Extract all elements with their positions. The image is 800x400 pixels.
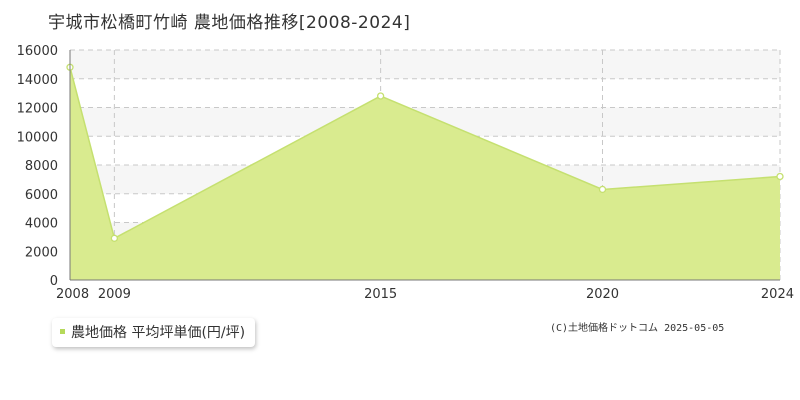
data-point — [110, 234, 119, 242]
y-tick-label: 0 — [50, 274, 58, 289]
y-tick-label: 12000 — [17, 102, 58, 117]
copyright-text: (C)土地価格ドットコム 2025-05-05 — [550, 323, 725, 334]
y-axis-ticks: 0 2000 4000 6000 8000 10000 12000 14000 16000 — [17, 44, 58, 289]
background-band — [70, 50, 780, 79]
data-point — [598, 185, 607, 194]
x-tick-label: 2008 — [56, 287, 89, 302]
y-tick-label: 14000 — [17, 73, 58, 88]
y-tick-label: 10000 — [17, 130, 58, 145]
y-tick-label: 16000 — [17, 44, 58, 59]
axes — [69, 50, 780, 281]
data-point — [376, 92, 385, 100]
y-tick-label: 2000 — [25, 245, 58, 260]
x-tick-label: 2015 — [364, 287, 397, 302]
x-tick-label: 2024 — [761, 287, 794, 302]
y-tick-label: 8000 — [25, 159, 58, 174]
y-tick-label: 6000 — [25, 188, 58, 203]
legend-label: 農地価格 平均坪単価(円/坪) — [71, 325, 246, 341]
x-tick-label: 2009 — [98, 287, 131, 302]
series-area-fill — [70, 67, 780, 280]
y-tick-label: 4000 — [25, 217, 58, 232]
legend: 農地価格 平均坪単価(円/坪) — [52, 318, 256, 347]
x-tick-label: 2020 — [586, 287, 619, 302]
legend-swatch — [60, 328, 65, 334]
chart-title: 宇城市松橋町竹崎 農地価格推移[2008-2024] — [48, 13, 411, 33]
data-point — [776, 172, 784, 181]
x-axis-ticks: 2008 2009 2015 2020 2024 — [56, 287, 794, 302]
